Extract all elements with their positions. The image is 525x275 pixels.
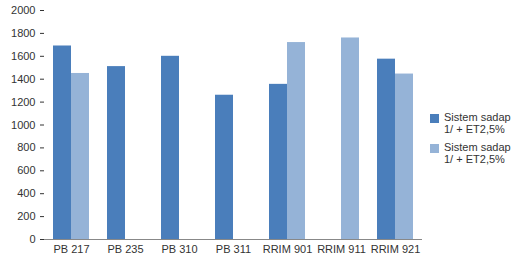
- svg-text:1800: 1800: [11, 27, 35, 39]
- svg-text:RRIM 911: RRIM 911: [317, 243, 366, 255]
- svg-text:1200: 1200: [11, 96, 35, 108]
- svg-text:2000: 2000: [11, 4, 35, 16]
- svg-text:400: 400: [17, 187, 35, 199]
- svg-text:RRIM 921: RRIM 921: [371, 243, 421, 255]
- svg-text:800: 800: [17, 141, 35, 153]
- svg-text:0: 0: [29, 233, 35, 245]
- svg-text:1400: 1400: [11, 73, 35, 85]
- svg-text:PB 235: PB 235: [107, 243, 143, 255]
- svg-text:PB 217: PB 217: [53, 243, 89, 255]
- svg-text:PB 310: PB 310: [161, 243, 197, 255]
- html-text:Sistem sadap 1/ + ET2,5%: Sistem sadap 1/ + ET2,5%: [444, 110, 511, 135]
- svg-text:PB 311: PB 311: [216, 243, 251, 255]
- svg-text:200: 200: [17, 210, 35, 222]
- html-text:Sistem sadap 1/ + ET2,5%: Sistem sadap 1/ + ET2,5%: [444, 140, 511, 165]
- svg-text:1000: 1000: [11, 119, 35, 131]
- svg-text:RRIM 901: RRIM 901: [263, 243, 313, 255]
- svg-text:600: 600: [17, 164, 35, 176]
- svg-text:1600: 1600: [11, 50, 35, 62]
